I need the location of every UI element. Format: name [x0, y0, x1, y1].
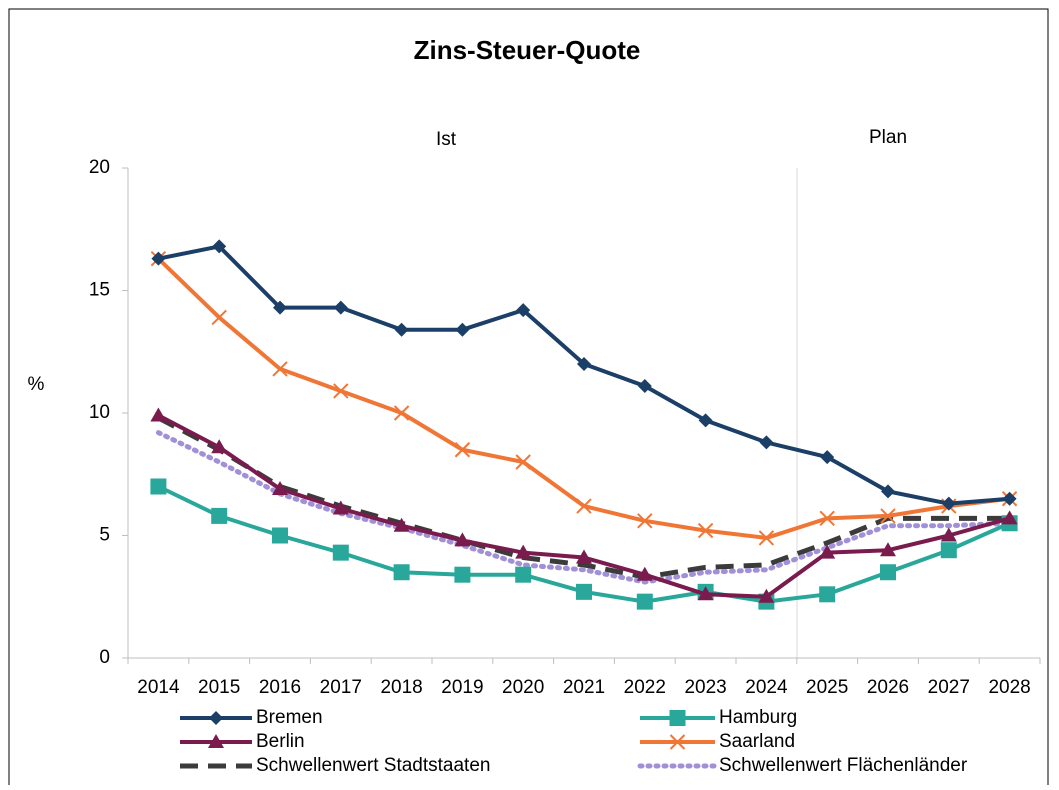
marker: [1001, 510, 1018, 525]
marker: [515, 544, 532, 559]
marker: [940, 527, 957, 542]
marker: [637, 379, 652, 394]
marker: [333, 383, 349, 399]
marker: [576, 583, 592, 600]
marker: [272, 361, 288, 377]
marker: [211, 507, 228, 524]
marker: [393, 405, 410, 421]
marker: [272, 480, 288, 495]
marker: [211, 439, 228, 454]
marker: [697, 522, 714, 539]
x-tick-label: 2025: [806, 677, 848, 698]
marker: [880, 564, 896, 581]
marker: [454, 442, 471, 458]
marker: [272, 527, 288, 544]
marker: [880, 542, 896, 557]
annotation: Plan: [869, 127, 907, 148]
marker: [332, 500, 349, 515]
marker: [332, 544, 349, 561]
marker: [758, 530, 775, 546]
marker: [636, 566, 653, 581]
marker: [637, 513, 653, 529]
marker: [941, 496, 956, 511]
marker: [669, 734, 686, 750]
marker: [393, 517, 410, 532]
x-tick-label: 2016: [259, 677, 301, 698]
legend-label: Schwellenwert Stadtstaaten: [256, 755, 490, 776]
marker: [515, 566, 532, 583]
marker: [576, 549, 592, 564]
marker: [820, 450, 835, 465]
marker: [151, 251, 166, 266]
marker: [636, 593, 653, 610]
marker: [819, 586, 836, 603]
marker: [698, 413, 713, 428]
marker: [150, 407, 167, 422]
marker: [515, 454, 531, 470]
series-line: [157, 415, 1010, 580]
chart-title: Zins-Steuer-Quote: [414, 35, 641, 65]
x-tick-label: 2017: [320, 677, 362, 698]
marker: [454, 532, 471, 547]
marker: [208, 734, 224, 748]
y-tick-label: 0: [99, 647, 110, 668]
legend-label: Schwellenwert Flächenländer: [719, 755, 968, 776]
marker: [212, 239, 227, 254]
y-tick-label: 15: [89, 280, 110, 301]
y-axis-label: %: [28, 374, 45, 395]
x-tick-label: 2020: [502, 677, 544, 698]
marker: [150, 478, 167, 495]
marker: [669, 710, 686, 726]
marker: [880, 508, 896, 524]
marker: [697, 586, 714, 601]
marker: [881, 484, 895, 499]
legend-label: Bremen: [256, 707, 323, 728]
y-tick-label: 20: [89, 157, 110, 178]
x-tick-label: 2018: [380, 677, 422, 698]
marker: [393, 564, 410, 581]
y-tick-label: 10: [89, 402, 110, 423]
legend-label: Saarland: [719, 731, 795, 752]
legend-label: Berlin: [256, 731, 305, 752]
marker: [516, 303, 531, 318]
marker: [759, 435, 774, 450]
annotation: Ist: [436, 129, 457, 150]
marker: [577, 357, 591, 371]
chart-frame: [8, 8, 1049, 790]
series-line: [155, 430, 1013, 585]
x-tick-label: 2022: [624, 677, 666, 698]
x-tick-label: 2023: [684, 677, 726, 698]
marker: [394, 322, 409, 337]
marker: [211, 309, 227, 326]
x-tick-label: 2021: [563, 677, 605, 698]
marker: [455, 322, 470, 337]
x-tick-label: 2028: [988, 677, 1030, 698]
marker: [209, 711, 223, 725]
x-tick-label: 2026: [867, 677, 909, 698]
x-tick-label: 2027: [928, 677, 970, 698]
x-tick-label: 2019: [441, 677, 483, 698]
marker: [576, 498, 592, 514]
marker: [1002, 491, 1017, 506]
marker: [940, 542, 957, 559]
marker: [454, 566, 471, 583]
x-tick-label: 2014: [137, 677, 180, 698]
marker: [758, 588, 775, 603]
x-tick-label: 2024: [745, 677, 788, 698]
marker: [819, 510, 835, 527]
legend-label: Hamburg: [719, 707, 797, 728]
y-tick-label: 5: [99, 525, 110, 546]
marker: [333, 300, 348, 315]
x-tick-label: 2015: [198, 677, 240, 698]
marker: [273, 300, 287, 315]
marker: [819, 544, 836, 559]
